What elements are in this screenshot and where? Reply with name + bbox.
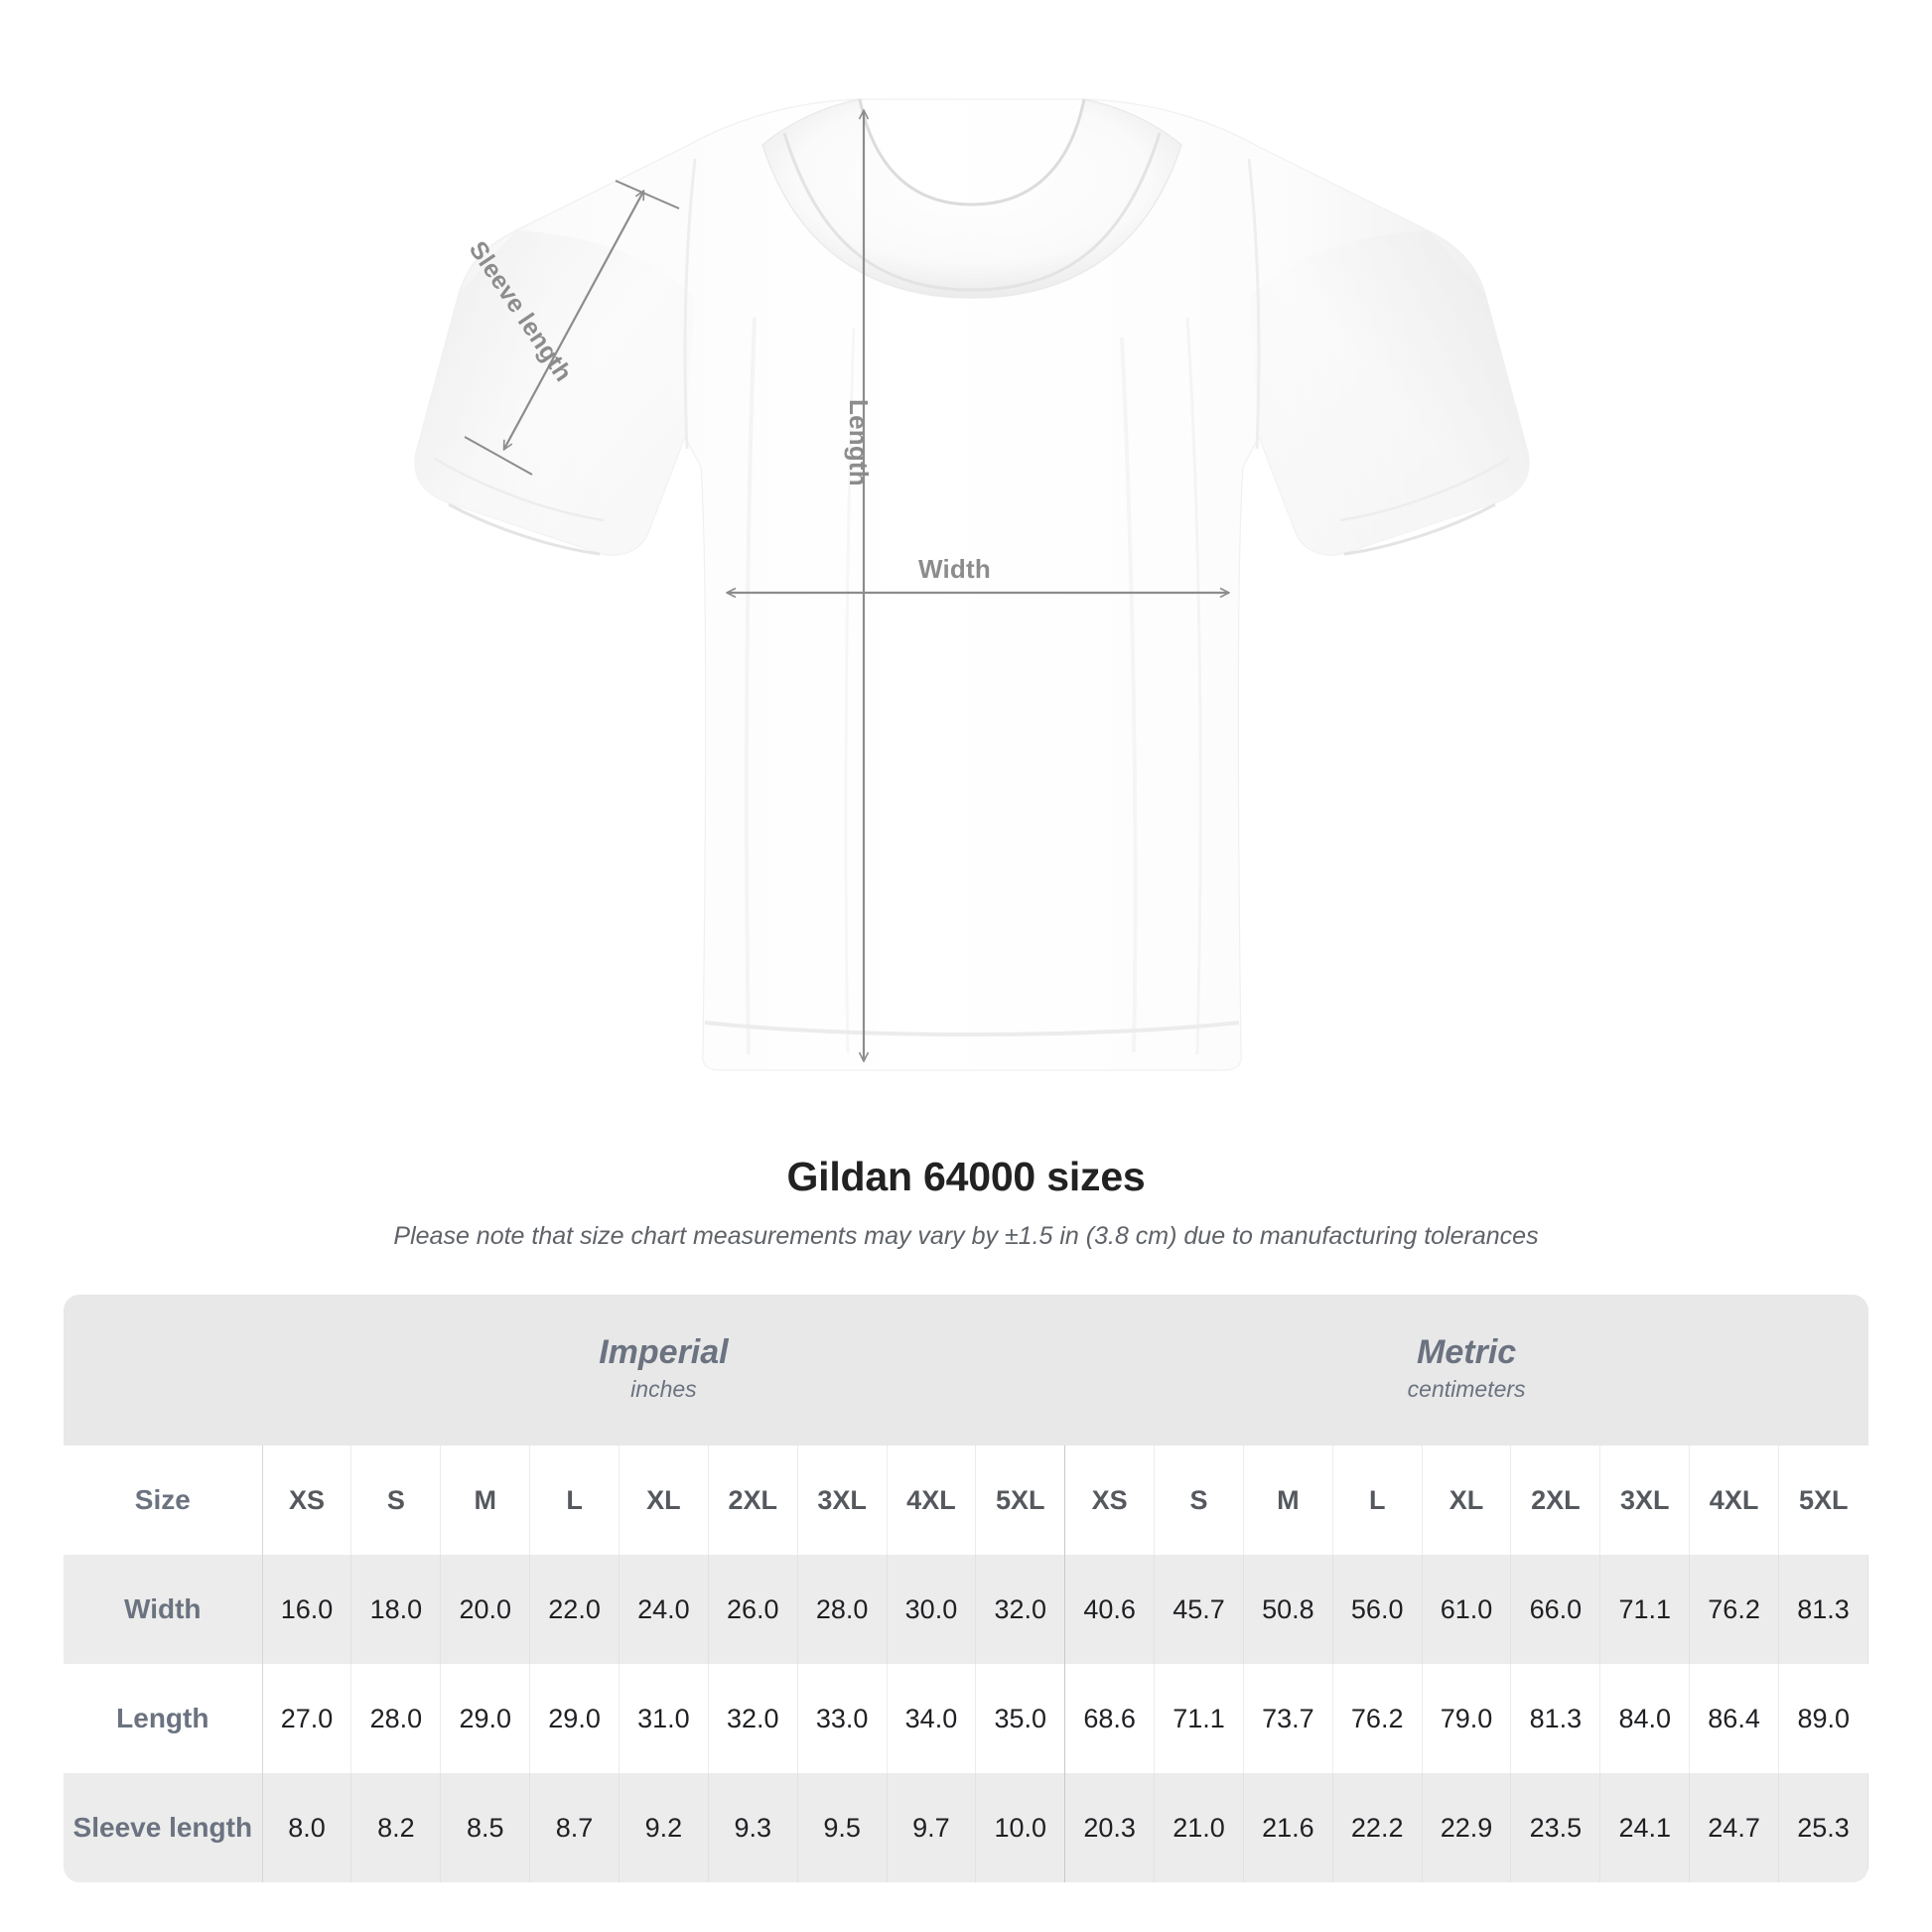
cell-width-metric-4xl: 76.2 <box>1689 1555 1779 1664</box>
size-chart-table: Imperial inches Metric centimeters Size … <box>64 1295 1868 1882</box>
size-chart-heading: Gildan 64000 sizes Please note that size… <box>0 1142 1932 1251</box>
cell-width-metric-5xl: 81.3 <box>1778 1555 1868 1664</box>
cell-width-metric-l: 56.0 <box>1332 1555 1423 1664</box>
unit-group-metric-name: Metric <box>1417 1333 1517 1372</box>
cell-sleeve-imperial-4xl: 9.7 <box>887 1773 977 1882</box>
cell-sleeve-metric-s: 21.0 <box>1154 1773 1244 1882</box>
cell-length-metric-5xl: 89.0 <box>1778 1664 1868 1773</box>
cell-sleeve-imperial-3xl: 9.5 <box>797 1773 888 1882</box>
cell-sleeve-metric-xl: 22.9 <box>1422 1773 1512 1882</box>
size-col-imperial-xs: XS <box>262 1446 352 1555</box>
size-col-metric-4xl: 4XL <box>1689 1446 1779 1555</box>
cell-sleeve-metric-3xl: 24.1 <box>1599 1773 1691 1882</box>
cell-width-imperial-5xl: 32.0 <box>975 1555 1066 1664</box>
size-col-imperial-5xl: 5XL <box>975 1446 1066 1555</box>
cell-width-imperial-3xl: 28.0 <box>797 1555 888 1664</box>
cell-sleeve-metric-2xl: 23.5 <box>1510 1773 1601 1882</box>
cell-width-imperial-l: 22.0 <box>529 1555 620 1664</box>
cell-sleeve-imperial-xl: 9.2 <box>619 1773 709 1882</box>
cell-length-metric-4xl: 86.4 <box>1689 1664 1779 1773</box>
cell-width-metric-3xl: 71.1 <box>1599 1555 1691 1664</box>
size-col-imperial-4xl: 4XL <box>887 1446 977 1555</box>
cell-length-imperial-l: 29.0 <box>529 1664 620 1773</box>
sleeve-length-dimension-arrow <box>464 180 680 476</box>
cell-length-metric-s: 71.1 <box>1154 1664 1244 1773</box>
cell-width-imperial-m: 20.0 <box>440 1555 531 1664</box>
cell-width-metric-2xl: 66.0 <box>1510 1555 1601 1664</box>
row-label-length: Length <box>64 1664 263 1773</box>
size-table-container: Imperial inches Metric centimeters Size … <box>0 1295 1932 1882</box>
cell-length-metric-2xl: 81.3 <box>1510 1664 1601 1773</box>
cell-sleeve-metric-5xl: 25.3 <box>1778 1773 1868 1882</box>
cell-width-imperial-xs: 16.0 <box>262 1555 352 1664</box>
cell-length-metric-m: 73.7 <box>1243 1664 1333 1773</box>
cell-length-imperial-xs: 27.0 <box>262 1664 352 1773</box>
tshirt-diagram: Width Length Sleeve length <box>414 0 1932 1142</box>
unit-group-imperial-name: Imperial <box>599 1333 729 1372</box>
cell-width-metric-xs: 40.6 <box>1064 1555 1156 1664</box>
size-col-metric-2xl: 2XL <box>1510 1446 1601 1555</box>
size-col-imperial-s: S <box>350 1446 442 1555</box>
cell-sleeve-imperial-5xl: 10.0 <box>975 1773 1066 1882</box>
size-col-imperial-l: L <box>529 1446 620 1555</box>
row-label-sleeve-length: Sleeve length <box>64 1773 263 1882</box>
cell-length-imperial-m: 29.0 <box>440 1664 531 1773</box>
cell-width-imperial-xl: 24.0 <box>619 1555 709 1664</box>
size-col-metric-l: L <box>1332 1446 1423 1555</box>
table-corner-cell <box>64 1295 263 1446</box>
cell-length-imperial-s: 28.0 <box>350 1664 442 1773</box>
cell-sleeve-imperial-xs: 8.0 <box>262 1773 352 1882</box>
unit-group-row: Imperial inches Metric centimeters <box>64 1295 1868 1446</box>
unit-group-imperial: Imperial inches <box>262 1295 1065 1446</box>
cell-length-metric-xs: 68.6 <box>1064 1664 1156 1773</box>
page-title: Gildan 64000 sizes <box>786 1154 1146 1199</box>
cell-width-metric-m: 50.8 <box>1243 1555 1333 1664</box>
cell-length-metric-3xl: 84.0 <box>1599 1664 1691 1773</box>
size-header-label: Size <box>64 1446 263 1555</box>
cell-sleeve-metric-l: 22.2 <box>1332 1773 1423 1882</box>
unit-group-imperial-unit: inches <box>630 1376 697 1403</box>
width-label: Width <box>918 554 991 584</box>
row-label-width: Width <box>64 1555 263 1664</box>
cell-length-metric-xl: 79.0 <box>1422 1664 1512 1773</box>
cell-sleeve-imperial-l: 8.7 <box>529 1773 620 1882</box>
size-col-metric-xs: XS <box>1064 1446 1156 1555</box>
cell-width-imperial-4xl: 30.0 <box>887 1555 977 1664</box>
cell-sleeve-metric-4xl: 24.7 <box>1689 1773 1779 1882</box>
cell-sleeve-imperial-s: 8.2 <box>350 1773 442 1882</box>
cell-width-imperial-s: 18.0 <box>350 1555 442 1664</box>
size-col-imperial-xl: XL <box>619 1446 709 1555</box>
cell-length-metric-l: 76.2 <box>1332 1664 1423 1773</box>
measurement-arrows <box>464 0 1932 1142</box>
size-col-metric-m: M <box>1243 1446 1333 1555</box>
cell-sleeve-imperial-2xl: 9.3 <box>708 1773 798 1882</box>
table-row: Sleeve length 8.0 8.2 8.5 8.7 9.2 9.3 9.… <box>64 1773 1868 1882</box>
size-col-imperial-m: M <box>440 1446 531 1555</box>
cell-sleeve-imperial-m: 8.5 <box>440 1773 531 1882</box>
size-col-metric-xl: XL <box>1422 1446 1512 1555</box>
cell-sleeve-metric-xs: 20.3 <box>1064 1773 1156 1882</box>
tolerance-note: Please note that size chart measurements… <box>393 1222 1539 1250</box>
cell-length-imperial-xl: 31.0 <box>619 1664 709 1773</box>
cell-length-imperial-2xl: 32.0 <box>708 1664 798 1773</box>
length-label: Length <box>844 399 874 486</box>
size-col-metric-5xl: 5XL <box>1778 1446 1868 1555</box>
cell-sleeve-metric-m: 21.6 <box>1243 1773 1333 1882</box>
size-col-imperial-2xl: 2XL <box>708 1446 798 1555</box>
unit-group-metric-unit: centimeters <box>1407 1376 1526 1403</box>
cell-length-imperial-3xl: 33.0 <box>797 1664 888 1773</box>
size-col-imperial-3xl: 3XL <box>797 1446 888 1555</box>
size-col-metric-s: S <box>1154 1446 1244 1555</box>
table-row: Length 27.0 28.0 29.0 29.0 31.0 32.0 33.… <box>64 1664 1868 1773</box>
cell-length-imperial-5xl: 35.0 <box>975 1664 1066 1773</box>
size-header-row: Size XS S M L XL 2XL 3XL 4XL 5XL XS S M … <box>64 1446 1868 1555</box>
cell-width-metric-xl: 61.0 <box>1422 1555 1512 1664</box>
cell-length-imperial-4xl: 34.0 <box>887 1664 977 1773</box>
cell-width-imperial-2xl: 26.0 <box>708 1555 798 1664</box>
size-col-metric-3xl: 3XL <box>1599 1446 1691 1555</box>
cell-width-metric-s: 45.7 <box>1154 1555 1244 1664</box>
table-row: Width 16.0 18.0 20.0 22.0 24.0 26.0 28.0… <box>64 1555 1868 1664</box>
unit-group-metric: Metric centimeters <box>1064 1295 1868 1446</box>
